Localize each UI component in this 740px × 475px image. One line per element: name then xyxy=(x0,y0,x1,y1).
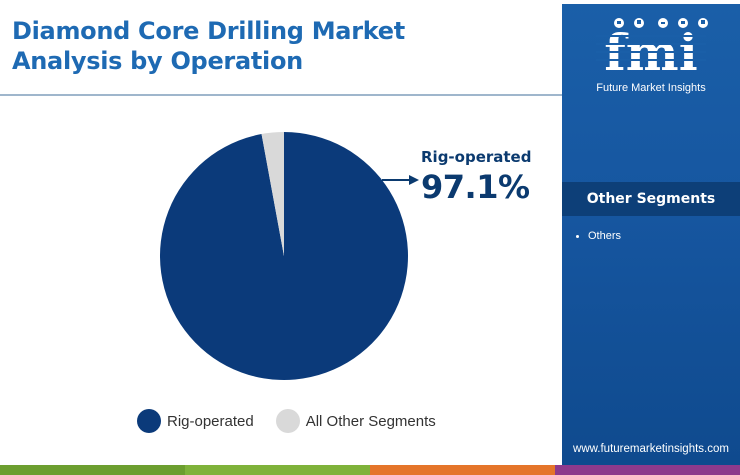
callout-arrow-head xyxy=(409,175,419,185)
pie-chart xyxy=(160,132,419,380)
fmi-logo: fmi Future Market Insights xyxy=(562,14,740,94)
logo-text: fmi xyxy=(604,23,697,76)
fmi-logo-icon: fmi xyxy=(596,18,708,82)
bottom-color-bar xyxy=(0,465,740,475)
legend-label-rig-operated: Rig-operated xyxy=(167,412,254,430)
logo-subtitle: Future Market Insights xyxy=(596,82,706,94)
legend-item-all-other-segments: All Other Segments xyxy=(275,409,436,433)
legend-item-rig-operated: Rig-operated xyxy=(137,409,254,433)
chart-title-line-1: Diamond Core Drilling Market xyxy=(12,17,405,45)
legend-label-all-other-segments: All Other Segments xyxy=(305,412,436,430)
bullet-icon xyxy=(576,234,579,238)
legend-swatch-rig-operated xyxy=(137,409,161,433)
callout-label: Rig-operated xyxy=(421,148,532,166)
chart-title-line-2: Analysis by Operation xyxy=(12,47,303,75)
pie-slice-all-other-segments xyxy=(261,132,284,256)
legend: Rig-operated All Other Segments xyxy=(137,409,458,433)
website-url[interactable]: www.futuremarketinsights.com xyxy=(573,443,729,455)
legend-swatch-all-other-segments xyxy=(275,409,300,433)
title-divider xyxy=(0,94,562,96)
pie-slice-rig-operated xyxy=(160,132,408,380)
other-segments-heading: Other Segments xyxy=(562,182,740,216)
other-segments-item-label: Others xyxy=(588,230,622,242)
other-segments-list: Others xyxy=(576,230,621,242)
other-segments-item: Others xyxy=(576,230,621,242)
sidebar-top-gap xyxy=(562,0,740,4)
chart-title: Diamond Core Drilling Market Analysis by… xyxy=(12,16,552,76)
callout: Rig-operated 97.1% xyxy=(421,148,531,206)
bottom-bar-segment xyxy=(370,465,555,475)
sidebar: fmi Future Market Insights Other Segment… xyxy=(562,4,740,465)
bottom-bar-segment xyxy=(555,465,740,475)
callout-value: 97.1% xyxy=(421,168,530,206)
bottom-bar-segment xyxy=(0,465,185,475)
bottom-bar-segment xyxy=(185,465,370,475)
